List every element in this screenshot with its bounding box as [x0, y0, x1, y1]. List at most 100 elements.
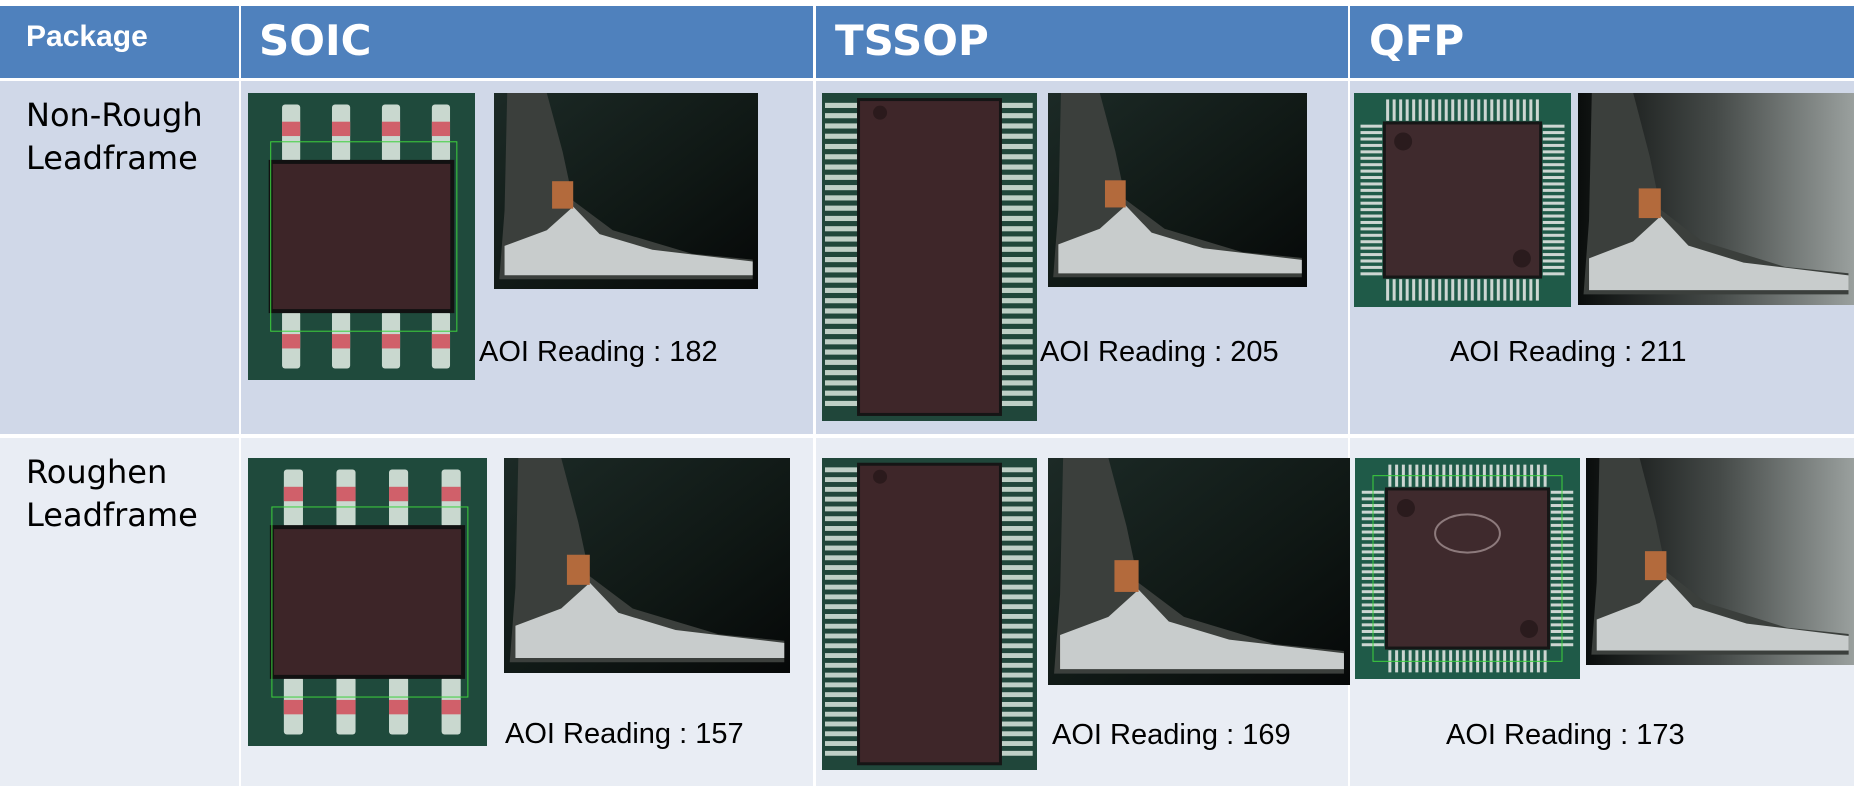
lead [1535, 99, 1539, 121]
lead [1360, 188, 1383, 192]
header-cell [816, 6, 1348, 78]
lead [1483, 99, 1487, 121]
lead [1451, 279, 1455, 301]
package-body [1385, 487, 1550, 650]
lead [1522, 279, 1526, 301]
lead [825, 672, 858, 678]
lead [1000, 113, 1033, 119]
lead [1470, 279, 1474, 301]
lead [1000, 123, 1033, 129]
lead [1000, 257, 1033, 263]
lead [1000, 477, 1033, 483]
lead [825, 711, 858, 717]
lead [1000, 185, 1033, 191]
lead [1360, 131, 1383, 135]
lead [1386, 99, 1390, 121]
lead [1360, 240, 1383, 244]
qfp-photo [1354, 93, 1571, 307]
lead [825, 467, 858, 473]
lead [1000, 682, 1033, 688]
inspection-box [1372, 475, 1563, 662]
header-cell [241, 6, 813, 78]
lead [825, 682, 858, 688]
lead-band [282, 334, 301, 349]
lead [1542, 176, 1565, 180]
lead [825, 633, 858, 639]
lead [825, 370, 858, 376]
lead [1542, 163, 1565, 167]
lead [825, 195, 858, 201]
lead [825, 185, 858, 191]
lead [1464, 279, 1468, 301]
lead [1360, 214, 1383, 218]
lead [1503, 99, 1507, 121]
package-body [269, 525, 466, 679]
lead [1451, 99, 1455, 121]
lead [825, 298, 858, 304]
lead [1542, 150, 1565, 154]
lead [1360, 233, 1383, 237]
lead [1000, 226, 1033, 232]
lead [1360, 272, 1383, 276]
lead [825, 662, 858, 668]
side-photo [1048, 93, 1307, 287]
lead [1000, 174, 1033, 180]
lead [1542, 265, 1565, 269]
lead [1360, 182, 1383, 186]
lead [825, 574, 858, 580]
lead-band [283, 486, 303, 502]
lead-tip [566, 554, 590, 585]
lead [1542, 259, 1565, 263]
lead [1542, 137, 1565, 141]
lead [825, 692, 858, 698]
lead [1425, 99, 1429, 121]
lead [1000, 205, 1033, 211]
side-photo [1048, 458, 1350, 685]
lead [825, 623, 858, 629]
lead [825, 400, 858, 407]
row-label: Non-Rough Leadframe [26, 96, 203, 177]
lead [1542, 131, 1565, 135]
solder-fillet [1058, 205, 1302, 274]
lead-band [336, 486, 356, 502]
lead [1000, 287, 1033, 293]
lead-band [389, 699, 409, 715]
lead [825, 516, 858, 522]
lead [825, 174, 858, 180]
lead-tip [1114, 560, 1139, 592]
lead [825, 506, 858, 512]
lead [1425, 279, 1429, 301]
lead [1000, 143, 1033, 150]
soic-photo [248, 458, 487, 746]
lead [825, 102, 858, 108]
lead-band [441, 486, 461, 502]
solder-fillet [1596, 578, 1849, 651]
lead [1000, 653, 1033, 658]
lead [1457, 99, 1461, 121]
lead [1542, 253, 1565, 257]
lead [1392, 99, 1396, 121]
side-photo [1586, 458, 1854, 665]
lead-band [389, 486, 409, 502]
lead [825, 287, 858, 293]
lead [1000, 339, 1033, 345]
lead [1000, 614, 1033, 619]
aoi-reading: AOI Reading : 211 [1450, 336, 1687, 368]
lead [1000, 555, 1033, 561]
lead [825, 164, 858, 170]
lead [1000, 741, 1033, 746]
lead [1542, 182, 1565, 186]
lead-band [331, 334, 351, 349]
lead [1509, 99, 1513, 121]
header-label: TSSOP [835, 16, 989, 65]
lead [1412, 99, 1416, 121]
lead [1405, 99, 1409, 121]
header-label: QFP [1369, 16, 1465, 65]
lead [1000, 467, 1033, 473]
lead [1522, 99, 1526, 121]
lead [825, 496, 858, 502]
lead [1360, 265, 1383, 269]
lead-tip [552, 181, 574, 209]
lead [1360, 220, 1383, 224]
lead [1000, 692, 1033, 698]
